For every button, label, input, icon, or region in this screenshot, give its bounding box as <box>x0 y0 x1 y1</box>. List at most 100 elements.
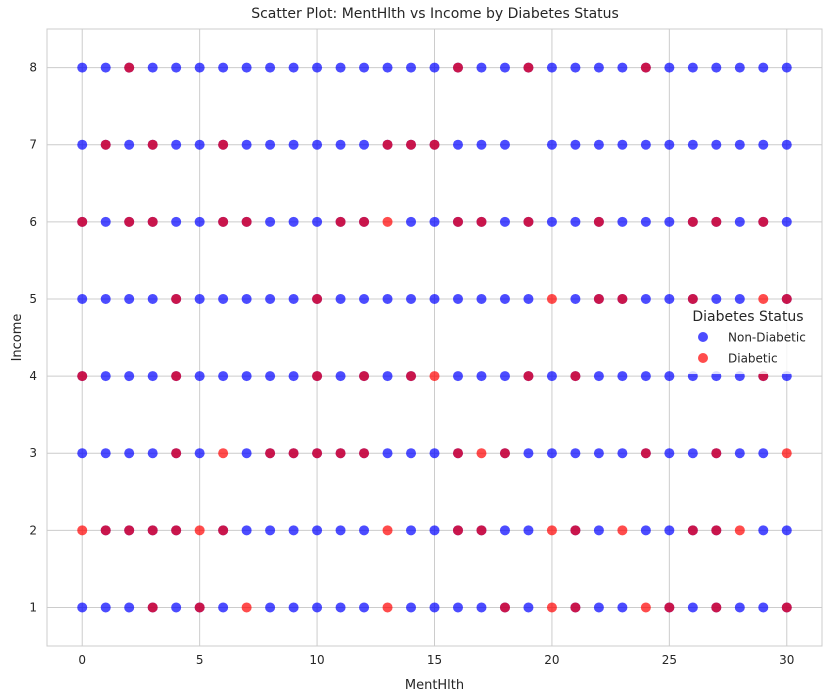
data-point <box>664 62 675 73</box>
data-point <box>171 448 182 459</box>
data-point <box>194 448 205 459</box>
data-point <box>687 139 698 150</box>
data-point <box>288 371 299 382</box>
data-point <box>171 62 182 73</box>
data-point <box>452 371 463 382</box>
data-point <box>617 371 628 382</box>
data-point <box>711 448 722 459</box>
data-point <box>335 448 346 459</box>
data-point <box>734 602 745 613</box>
data-point <box>77 293 88 304</box>
data-point <box>147 525 158 536</box>
data-point <box>593 216 604 227</box>
data-point <box>124 525 135 536</box>
legend-marker-diabetic <box>698 353 708 363</box>
data-point <box>335 216 346 227</box>
data-point <box>734 216 745 227</box>
data-point <box>781 139 792 150</box>
data-point <box>124 139 135 150</box>
data-point <box>499 62 510 73</box>
data-point <box>288 293 299 304</box>
data-point <box>687 293 698 304</box>
data-point <box>570 371 581 382</box>
data-point <box>781 602 792 613</box>
data-point <box>124 293 135 304</box>
data-point <box>734 139 745 150</box>
data-point <box>335 293 346 304</box>
data-point <box>335 62 346 73</box>
data-point <box>241 602 252 613</box>
legend: Diabetes Status Non-Diabetic Diabetic <box>680 304 817 374</box>
data-point <box>359 216 370 227</box>
x-tick-label: 5 <box>196 653 204 667</box>
data-points <box>77 62 792 613</box>
data-point <box>546 525 557 536</box>
data-point <box>359 62 370 73</box>
data-point <box>218 139 229 150</box>
data-point <box>758 602 769 613</box>
data-point <box>570 139 581 150</box>
data-point <box>100 602 111 613</box>
data-point <box>476 293 487 304</box>
data-point <box>124 62 135 73</box>
data-point <box>288 525 299 536</box>
data-point <box>546 602 557 613</box>
data-point <box>546 216 557 227</box>
data-point <box>664 216 675 227</box>
data-point <box>335 525 346 536</box>
data-point <box>640 602 651 613</box>
data-point <box>452 525 463 536</box>
data-point <box>265 602 276 613</box>
data-point <box>781 448 792 459</box>
data-point <box>147 602 158 613</box>
data-point <box>523 62 534 73</box>
data-point <box>218 602 229 613</box>
data-point <box>77 139 88 150</box>
data-point <box>476 448 487 459</box>
data-point <box>758 216 769 227</box>
data-point <box>546 139 557 150</box>
data-point <box>664 139 675 150</box>
data-point <box>359 139 370 150</box>
data-point <box>288 448 299 459</box>
data-point <box>429 293 440 304</box>
data-point <box>640 371 651 382</box>
data-point <box>147 62 158 73</box>
data-point <box>640 62 651 73</box>
y-tick-label: 3 <box>29 446 37 460</box>
data-point <box>382 293 393 304</box>
series-diabetic <box>77 62 792 613</box>
y-tick-label: 2 <box>29 523 37 537</box>
data-point <box>523 371 534 382</box>
data-point <box>476 216 487 227</box>
data-point <box>100 216 111 227</box>
data-point <box>406 62 417 73</box>
data-point <box>100 448 111 459</box>
data-point <box>640 216 651 227</box>
data-point <box>241 371 252 382</box>
data-point <box>664 293 675 304</box>
y-tick-label: 8 <box>29 61 37 75</box>
data-point <box>77 216 88 227</box>
chart-title: Scatter Plot: MentHlth vs Income by Diab… <box>251 6 619 22</box>
data-point <box>382 602 393 613</box>
data-point <box>570 602 581 613</box>
data-point <box>570 293 581 304</box>
data-point <box>593 293 604 304</box>
data-point <box>452 448 463 459</box>
data-point <box>499 293 510 304</box>
legend-label-diabetic: Diabetic <box>728 352 778 366</box>
data-point <box>312 293 323 304</box>
data-point <box>429 139 440 150</box>
data-point <box>77 371 88 382</box>
legend-title: Diabetes Status <box>692 309 803 325</box>
data-point <box>640 448 651 459</box>
data-point <box>452 216 463 227</box>
data-point <box>711 139 722 150</box>
data-point <box>711 602 722 613</box>
data-point <box>312 371 323 382</box>
data-point <box>687 448 698 459</box>
data-point <box>758 139 769 150</box>
data-point <box>429 602 440 613</box>
data-point <box>452 602 463 613</box>
